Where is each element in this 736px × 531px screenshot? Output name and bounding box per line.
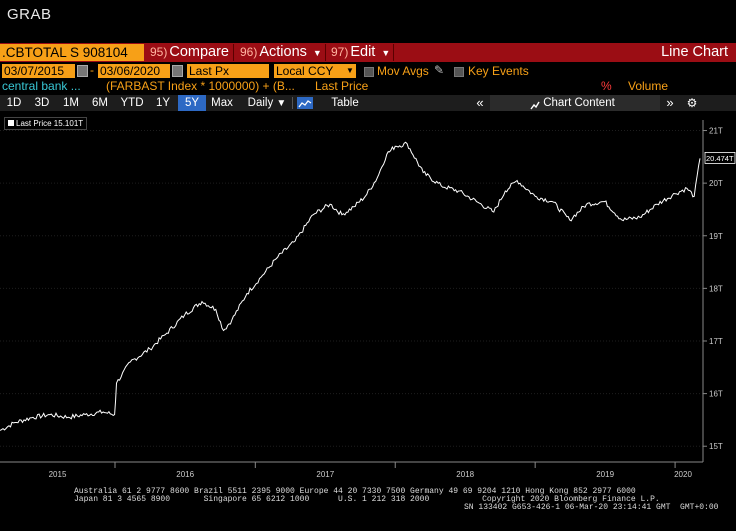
legend-swatch (8, 120, 14, 126)
chart-legend[interactable]: Last Price 15.101T (4, 117, 88, 130)
date-range-dash: - (90, 63, 94, 77)
frequency-label: Daily (247, 97, 274, 109)
range-button-5y[interactable]: 5Y (178, 95, 206, 111)
expand-right-icon[interactable]: » (666, 95, 674, 110)
chart-content-icon (530, 98, 540, 116)
x-tick-label: 2017 (316, 470, 334, 479)
x-tick-label: 2016 (176, 470, 194, 479)
key-events-label: Key Events (468, 64, 529, 78)
price-field-select[interactable]: Last Px (187, 64, 269, 78)
y-tick-label: 20T (709, 179, 723, 188)
y-tick-label: 17T (709, 337, 723, 346)
table-button[interactable]: Table (331, 97, 359, 109)
calendar-icon[interactable] (172, 65, 183, 77)
range-button-1d[interactable]: 1D (6, 97, 22, 109)
actions-button[interactable]: 96) Actions ▼ (240, 43, 322, 62)
actions-label: Actions (259, 44, 307, 60)
series-line-last-price (0, 141, 701, 431)
compare-button[interactable]: 95) Compare (150, 43, 229, 62)
key-events-checkbox[interactable] (454, 67, 464, 77)
edit-number: 97) (331, 45, 349, 59)
menu-divider (393, 44, 394, 61)
calendar-icon[interactable] (77, 65, 88, 77)
menu-divider (325, 44, 326, 61)
footer-contacts-line1: Australia 61 2 9777 8600 Brazil 5511 239… (74, 487, 636, 496)
chevron-down-icon[interactable]: ▼ (344, 64, 356, 78)
pencil-icon[interactable]: ✎ (434, 63, 445, 77)
x-tick-label: 2018 (456, 470, 474, 479)
range-button-1y[interactable]: 1Y (155, 97, 171, 109)
mov-avgs-checkbox[interactable] (364, 67, 374, 77)
last-value-label: 20.474T (706, 154, 734, 163)
currency-select[interactable]: Local CCY (274, 64, 344, 78)
x-tick-label: 2015 (49, 470, 67, 479)
edit-button[interactable]: 97) Edit ▼ (331, 43, 390, 62)
range-button-ytd[interactable]: YTD (120, 97, 144, 109)
toolbar-divider (292, 97, 293, 109)
compare-label: Compare (169, 44, 229, 60)
x-tick-label: 2020 (674, 470, 692, 479)
footer-contacts-line2: Japan 81 3 4565 8900 Singapore 65 6212 1… (74, 495, 660, 504)
legend-label: Last Price 15.101T (16, 119, 84, 128)
range-button-1m[interactable]: 1M (63, 97, 79, 109)
last-value-box (704, 152, 736, 164)
x-tick-labels: 2015 2016 2017 2018 2019 2020 (49, 462, 692, 479)
price-type-label: Last Price (315, 79, 369, 93)
chevron-down-icon: ▼ (276, 98, 287, 109)
end-date-field[interactable]: 03/06/2020 (98, 64, 170, 78)
edit-label: Edit (350, 44, 376, 60)
volume-marker: % (601, 79, 612, 93)
frequency-select[interactable]: Daily ▼ (244, 95, 290, 111)
y-tick-label: 18T (709, 284, 723, 293)
collapse-left-icon[interactable]: « (476, 95, 484, 110)
compare-number: 95) (150, 45, 168, 59)
security-name[interactable]: central bank ... (2, 79, 81, 93)
last-value-tag: 20.474T (704, 152, 736, 164)
menu-divider (233, 44, 234, 61)
y-tick-label: 21T (709, 127, 723, 136)
footer-timestamp: SN 133402 G653-426-1 06-Mar-20 23:14:41 … (464, 503, 719, 512)
range-button-max[interactable]: Max (211, 97, 233, 109)
y-tick-label: 15T (709, 442, 723, 451)
app-title: GRAB (7, 6, 52, 23)
ticker-field[interactable]: .CBTOTAL S 908104 (0, 44, 144, 61)
start-date-field[interactable]: 03/07/2015 (2, 64, 75, 78)
y-tick-label: 19T (709, 232, 723, 241)
range-button-6m[interactable]: 6M (92, 97, 108, 109)
range-button-3d[interactable]: 3D (34, 97, 50, 109)
x-tick-label: 2019 (596, 470, 614, 479)
actions-dropdown-icon: ▼ (312, 48, 322, 58)
y-tick-label: 16T (709, 390, 723, 399)
chart-content-button[interactable]: Chart Content (543, 97, 615, 109)
gear-icon[interactable]: ⚙ (686, 96, 698, 110)
y-tick-labels: 15T 16T 17T 18T 19T 20T 21T (703, 127, 723, 451)
actions-number: 96) (240, 45, 258, 59)
chart-type-button[interactable]: Line Chart (661, 44, 728, 60)
chart-grid (0, 130, 703, 447)
edit-dropdown-icon: ▼ (381, 48, 391, 58)
command-bar (0, 43, 736, 62)
line-chart-icon[interactable] (297, 97, 313, 109)
mov-avgs-label: Mov Avgs (377, 64, 429, 78)
security-formula: (FARBAST Index * 1000000) + (B... (106, 79, 295, 93)
volume-label: Volume (628, 79, 669, 93)
